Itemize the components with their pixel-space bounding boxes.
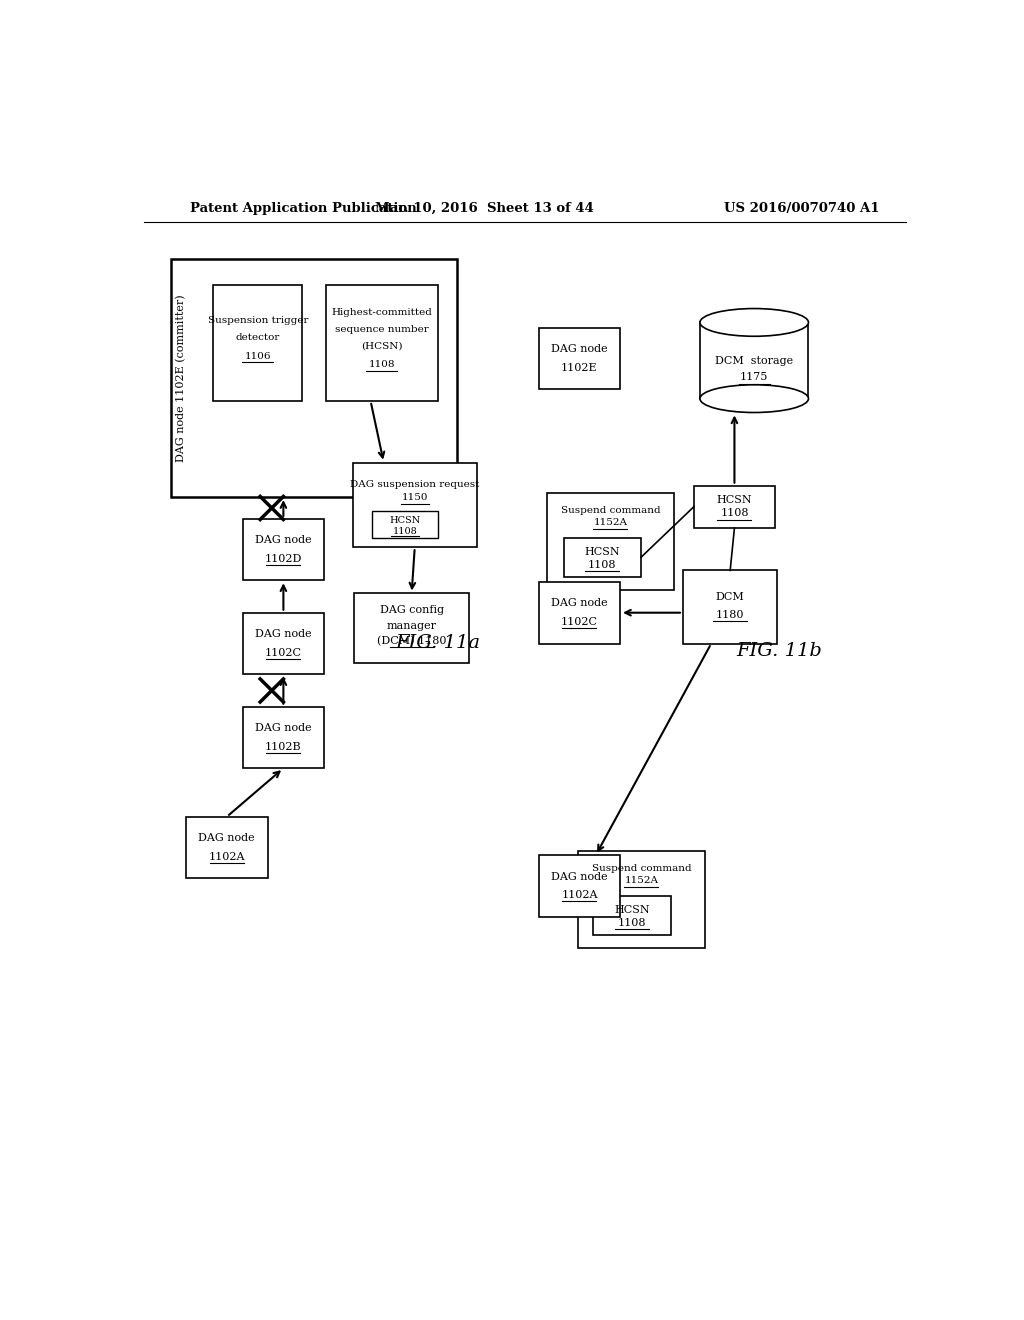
Text: 1152A: 1152A xyxy=(594,519,628,527)
Bar xyxy=(372,511,438,539)
Bar xyxy=(243,612,324,675)
Bar xyxy=(352,462,477,548)
Bar xyxy=(563,539,641,577)
Text: 1175: 1175 xyxy=(740,372,768,383)
Bar xyxy=(547,494,675,590)
Text: manager: manager xyxy=(387,620,436,631)
Text: DCM  storage: DCM storage xyxy=(715,355,794,366)
Text: 1152A: 1152A xyxy=(625,876,658,886)
Text: (DCM) 1180: (DCM) 1180 xyxy=(377,636,446,647)
Ellipse shape xyxy=(700,309,809,337)
Text: FIG. 11a: FIG. 11a xyxy=(395,635,480,652)
Text: 1102A: 1102A xyxy=(561,890,598,900)
Bar xyxy=(578,851,706,948)
Text: DAG suspension request: DAG suspension request xyxy=(350,479,479,488)
Bar xyxy=(693,486,775,528)
Text: DAG node: DAG node xyxy=(255,723,311,733)
Text: HCSN: HCSN xyxy=(717,495,753,504)
Text: 1106: 1106 xyxy=(245,352,271,360)
Text: DAG config: DAG config xyxy=(380,606,443,615)
Bar xyxy=(539,327,621,389)
Text: 1150: 1150 xyxy=(401,494,428,503)
Bar xyxy=(326,285,438,401)
Text: HCSN: HCSN xyxy=(389,516,421,525)
Text: Highest-committed: Highest-committed xyxy=(332,308,432,317)
Text: 1108: 1108 xyxy=(720,508,749,519)
Bar xyxy=(539,855,621,917)
Text: 1108: 1108 xyxy=(617,917,646,928)
Text: Patent Application Publication: Patent Application Publication xyxy=(190,202,417,215)
Text: DAG node: DAG node xyxy=(551,598,608,609)
Text: DAG node: DAG node xyxy=(551,871,608,882)
Text: DAG node: DAG node xyxy=(255,536,311,545)
Bar xyxy=(243,706,324,768)
Text: Mar. 10, 2016  Sheet 13 of 44: Mar. 10, 2016 Sheet 13 of 44 xyxy=(375,202,594,215)
Text: 1108: 1108 xyxy=(588,560,616,570)
Text: 1180: 1180 xyxy=(716,610,744,620)
Bar xyxy=(171,259,458,498)
Bar xyxy=(700,322,809,399)
Bar xyxy=(683,570,777,644)
Bar xyxy=(539,582,621,644)
Text: DAG node: DAG node xyxy=(551,345,608,354)
Text: 1102B: 1102B xyxy=(265,742,302,751)
Text: US 2016/0070740 A1: US 2016/0070740 A1 xyxy=(725,202,880,215)
Text: Suspension trigger: Suspension trigger xyxy=(208,315,308,325)
Ellipse shape xyxy=(700,385,809,413)
Text: HCSN: HCSN xyxy=(585,546,621,557)
Bar xyxy=(243,519,324,581)
Text: sequence number: sequence number xyxy=(335,325,429,334)
Text: 1102A: 1102A xyxy=(209,851,245,862)
Text: Suspend command: Suspend command xyxy=(592,863,691,873)
Text: FIG. 11b: FIG. 11b xyxy=(736,643,822,660)
Text: 1102C: 1102C xyxy=(561,616,598,627)
Text: Suspend command: Suspend command xyxy=(560,506,660,515)
Text: DAG node 1102E (committer): DAG node 1102E (committer) xyxy=(176,294,186,462)
Text: detector: detector xyxy=(236,334,280,342)
Bar xyxy=(186,817,267,878)
Text: 1102D: 1102D xyxy=(264,554,302,564)
Text: DCM: DCM xyxy=(716,593,744,602)
Bar xyxy=(213,285,302,401)
Text: (HCSN): (HCSN) xyxy=(361,342,402,351)
Bar xyxy=(354,594,469,663)
Text: 1102E: 1102E xyxy=(561,363,598,372)
Text: HCSN: HCSN xyxy=(614,906,649,915)
Text: DAG node: DAG node xyxy=(255,630,311,639)
Text: DAG node: DAG node xyxy=(199,833,255,843)
Text: 1102C: 1102C xyxy=(265,648,302,657)
Text: 1108: 1108 xyxy=(369,360,395,370)
Text: 1108: 1108 xyxy=(392,527,418,536)
Bar xyxy=(593,896,671,935)
